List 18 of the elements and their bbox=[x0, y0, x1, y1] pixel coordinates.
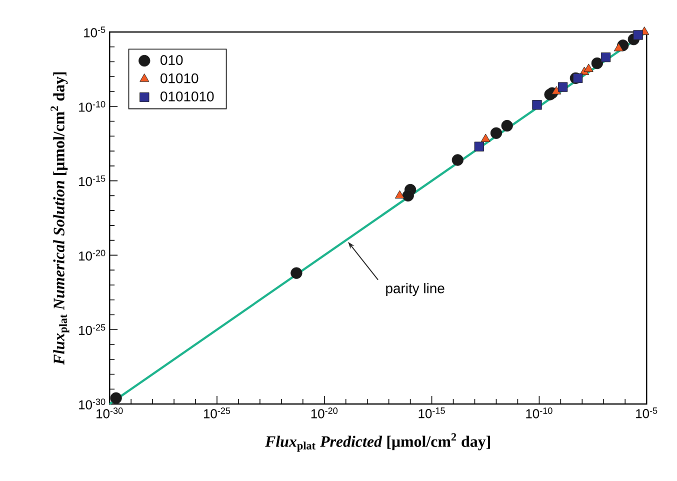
y-tick-label: 10$^{-15}$ bbox=[79, 175, 106, 186]
y-tick-label: 10$^{-30}$ bbox=[79, 398, 106, 410]
annotation: parity line bbox=[386, 283, 444, 296]
x-tick-label: 10$^{-5}$ bbox=[636, 408, 658, 418]
x-tick-label: 10$^{-30}$ bbox=[96, 408, 123, 418]
y-tick-label: 10$^{-10}$ bbox=[79, 101, 106, 112]
y-tick-label: 10$^{-5}$ bbox=[84, 26, 106, 38]
y-tick-label: 10$^{-25}$ bbox=[79, 324, 106, 335]
legend-label: 0101010 bbox=[160, 92, 214, 102]
x-tick-label: 10$^{-15}$ bbox=[418, 408, 445, 418]
x-axis-title: Flux$_{plat}$ Predicted [μmol/cm$^{2}$ day] bbox=[265, 433, 490, 452]
y-axis-title: Flux$_{plat}$ Numerical Solution [μmol/cm$^{2}$ day] bbox=[50, 72, 70, 365]
legend-label: 010 bbox=[160, 55, 183, 66]
x-tick-label: 10$^{-10}$ bbox=[526, 408, 552, 418]
x-tick-label: 10$^{-25}$ bbox=[204, 408, 230, 418]
legend-label: 01010 bbox=[160, 73, 198, 84]
x-tick-label: 10$^{-20}$ bbox=[311, 408, 338, 418]
y-tick-label: 10$^{-20}$ bbox=[79, 250, 106, 261]
